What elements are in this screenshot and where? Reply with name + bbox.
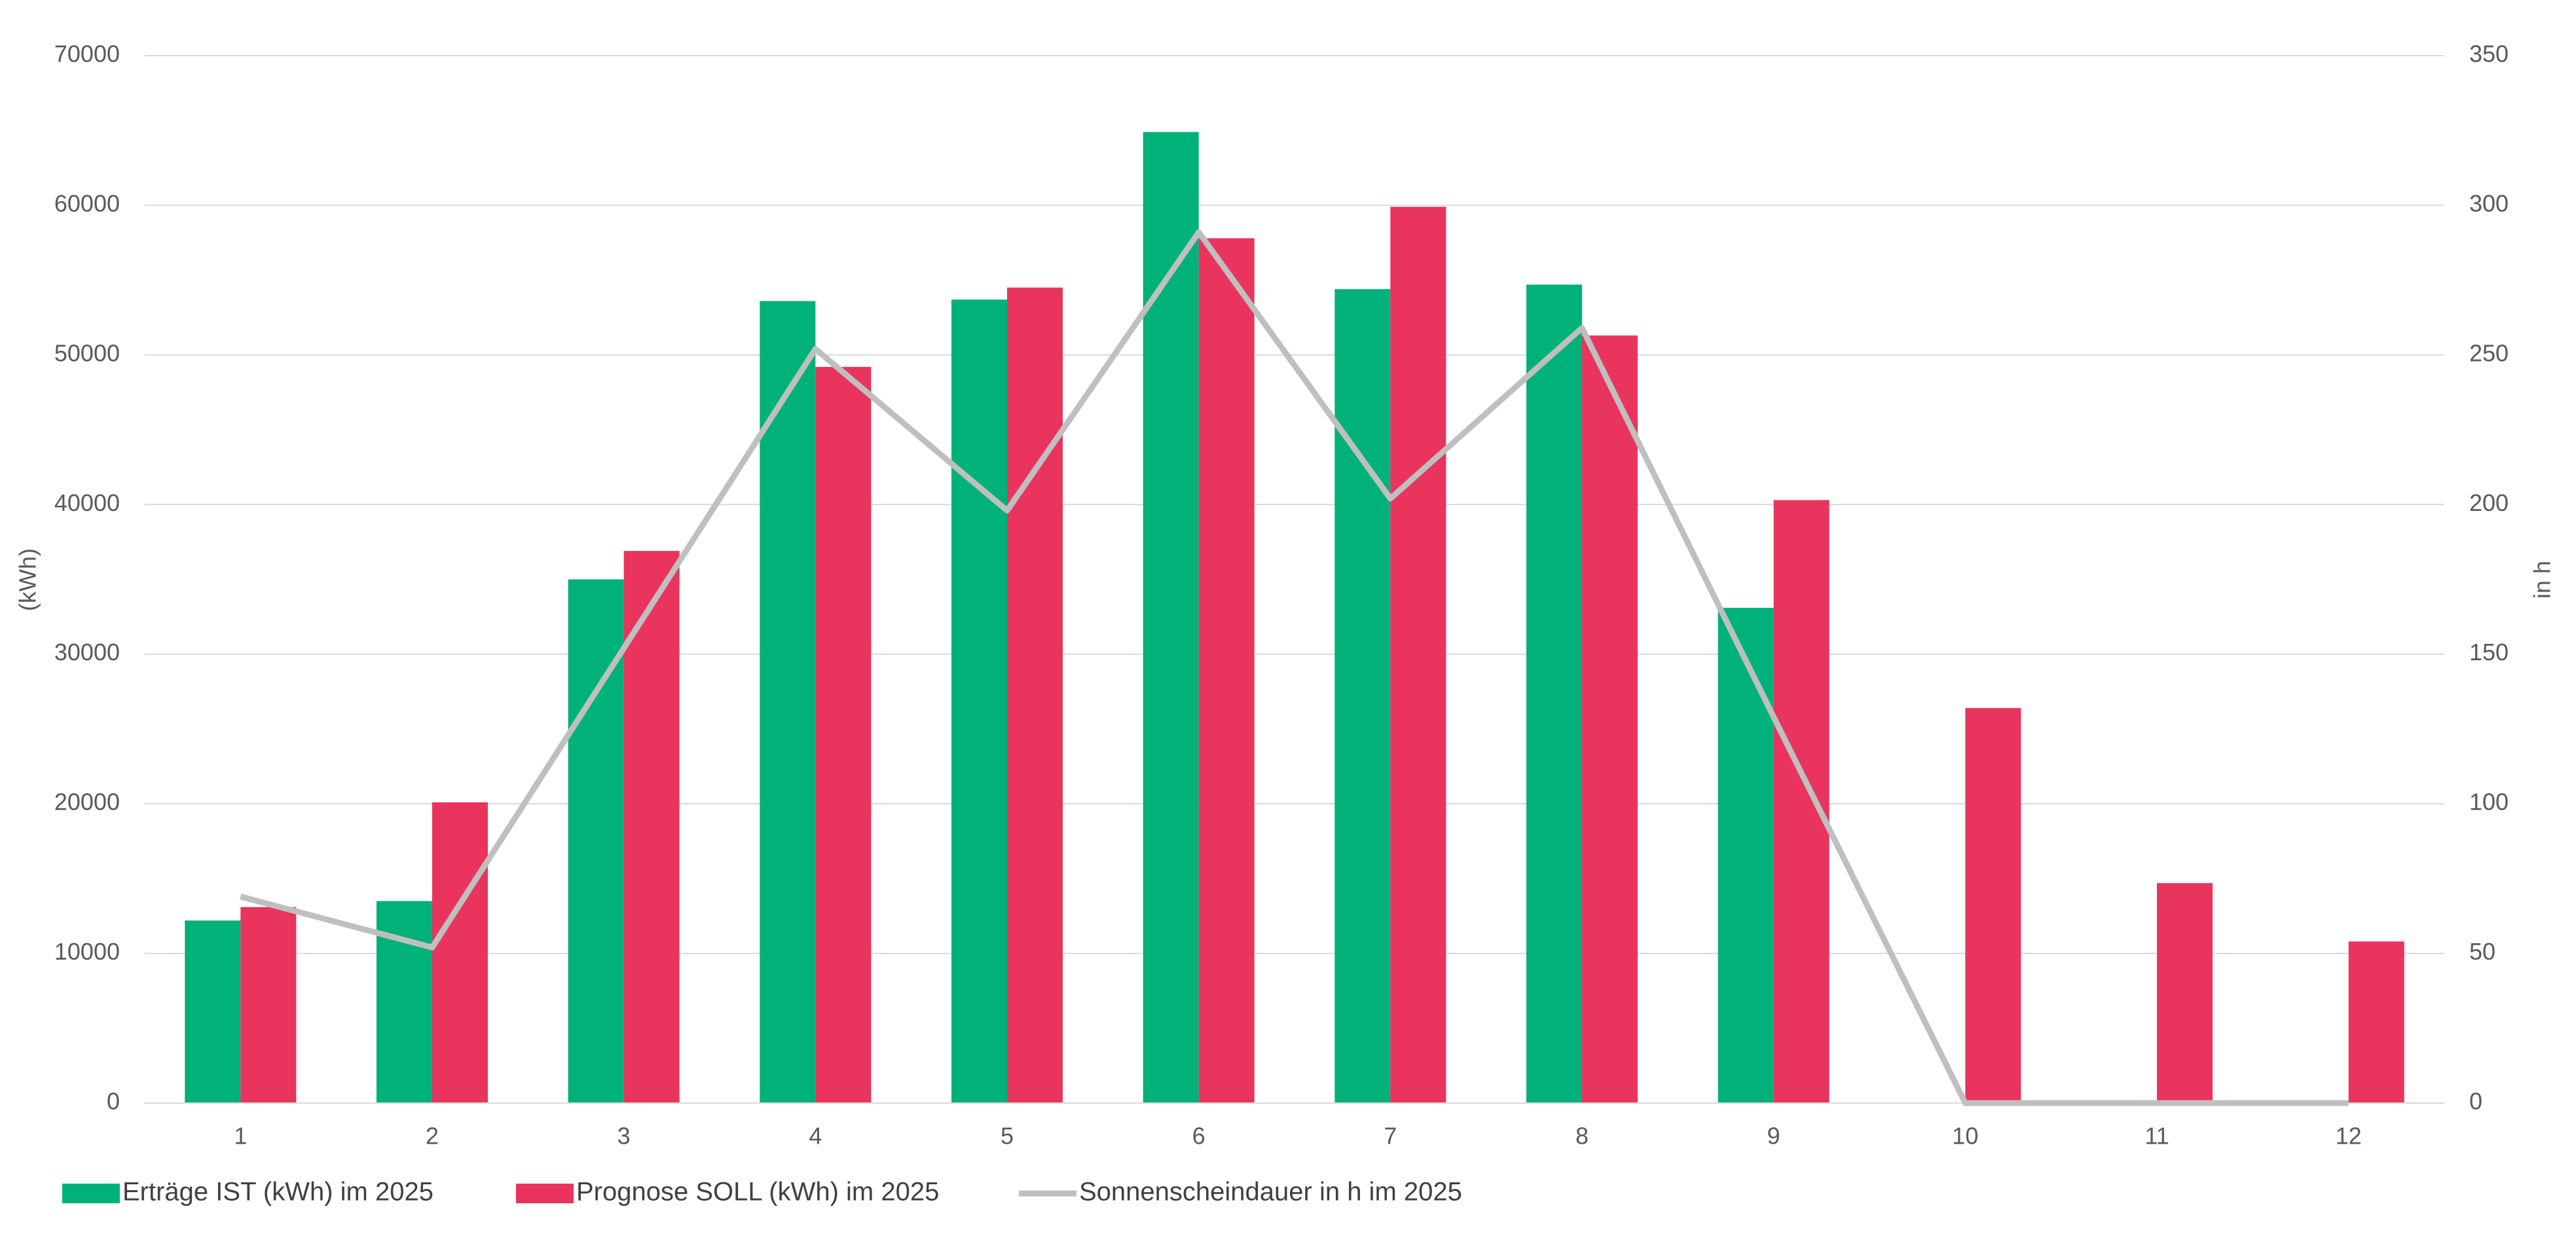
y-tick-label: 50000 — [54, 339, 120, 366]
bar — [2348, 941, 2404, 1103]
bar — [951, 299, 1007, 1103]
x-tick-label: 9 — [1767, 1123, 1780, 1150]
line-series — [240, 229, 2349, 1106]
y2-tick-label: 0 — [2469, 1088, 2482, 1115]
legend-text: Sonnenscheindauer in h im 2025 — [1079, 1178, 1462, 1207]
x-tick-label: 10 — [1952, 1123, 1978, 1150]
x-tick-label: 7 — [1384, 1123, 1397, 1150]
y2-tick-label: 350 — [2469, 41, 2509, 67]
bar — [377, 901, 432, 1103]
bar — [432, 802, 488, 1103]
y-tick-label: 70000 — [54, 41, 120, 67]
y2-tick-label: 100 — [2469, 789, 2509, 816]
y-tick-label: 20000 — [54, 789, 120, 816]
bar — [623, 551, 680, 1103]
y-axis-label: (kWh) — [14, 548, 41, 611]
legend-swatch — [516, 1184, 574, 1203]
y-tick-label: 60000 — [54, 190, 120, 217]
x-tick-label: 11 — [2144, 1123, 2169, 1150]
bar — [1334, 289, 1391, 1103]
y-tick-label: 30000 — [54, 639, 120, 666]
y-tick-label: 10000 — [54, 938, 120, 965]
bar — [1007, 288, 1063, 1103]
bar — [1198, 238, 1255, 1103]
bar — [185, 920, 241, 1103]
legend-text: Prognose SOLL (kWh) im 2025 — [576, 1178, 939, 1207]
x-tick-label: 6 — [1192, 1123, 1205, 1150]
bar — [760, 301, 816, 1104]
bar — [815, 367, 872, 1104]
bar — [240, 907, 297, 1103]
x-tick-label: 12 — [2336, 1123, 2362, 1150]
y2-tick-label: 200 — [2469, 489, 2509, 516]
bar — [1965, 707, 2021, 1103]
x-tick-label: 5 — [1001, 1123, 1014, 1150]
x-tick-label: 8 — [1575, 1123, 1589, 1150]
y-tick-label: 40000 — [54, 489, 120, 516]
bar — [1390, 206, 1446, 1103]
y2-tick-label: 150 — [2469, 639, 2509, 666]
x-tick-label: 2 — [426, 1123, 439, 1150]
legend-text: Erträge IST (kWh) im 2025 — [122, 1178, 433, 1207]
bar — [1582, 335, 1638, 1104]
x-tick-label: 4 — [809, 1123, 822, 1150]
legend-swatch — [62, 1184, 120, 1203]
bar — [1143, 132, 1199, 1104]
y-tick-label: 0 — [107, 1088, 120, 1115]
bar — [1773, 500, 1830, 1103]
x-tick-label: 1 — [234, 1123, 247, 1150]
y2-tick-label: 250 — [2469, 339, 2509, 366]
bar — [2157, 883, 2213, 1103]
bar — [1526, 284, 1582, 1103]
x-tick-label: 3 — [617, 1123, 631, 1150]
y2-tick-label: 50 — [2469, 938, 2495, 965]
y2-axis-label: in h — [2529, 561, 2556, 599]
y2-tick-label: 300 — [2469, 190, 2509, 217]
bar — [1718, 607, 1774, 1103]
